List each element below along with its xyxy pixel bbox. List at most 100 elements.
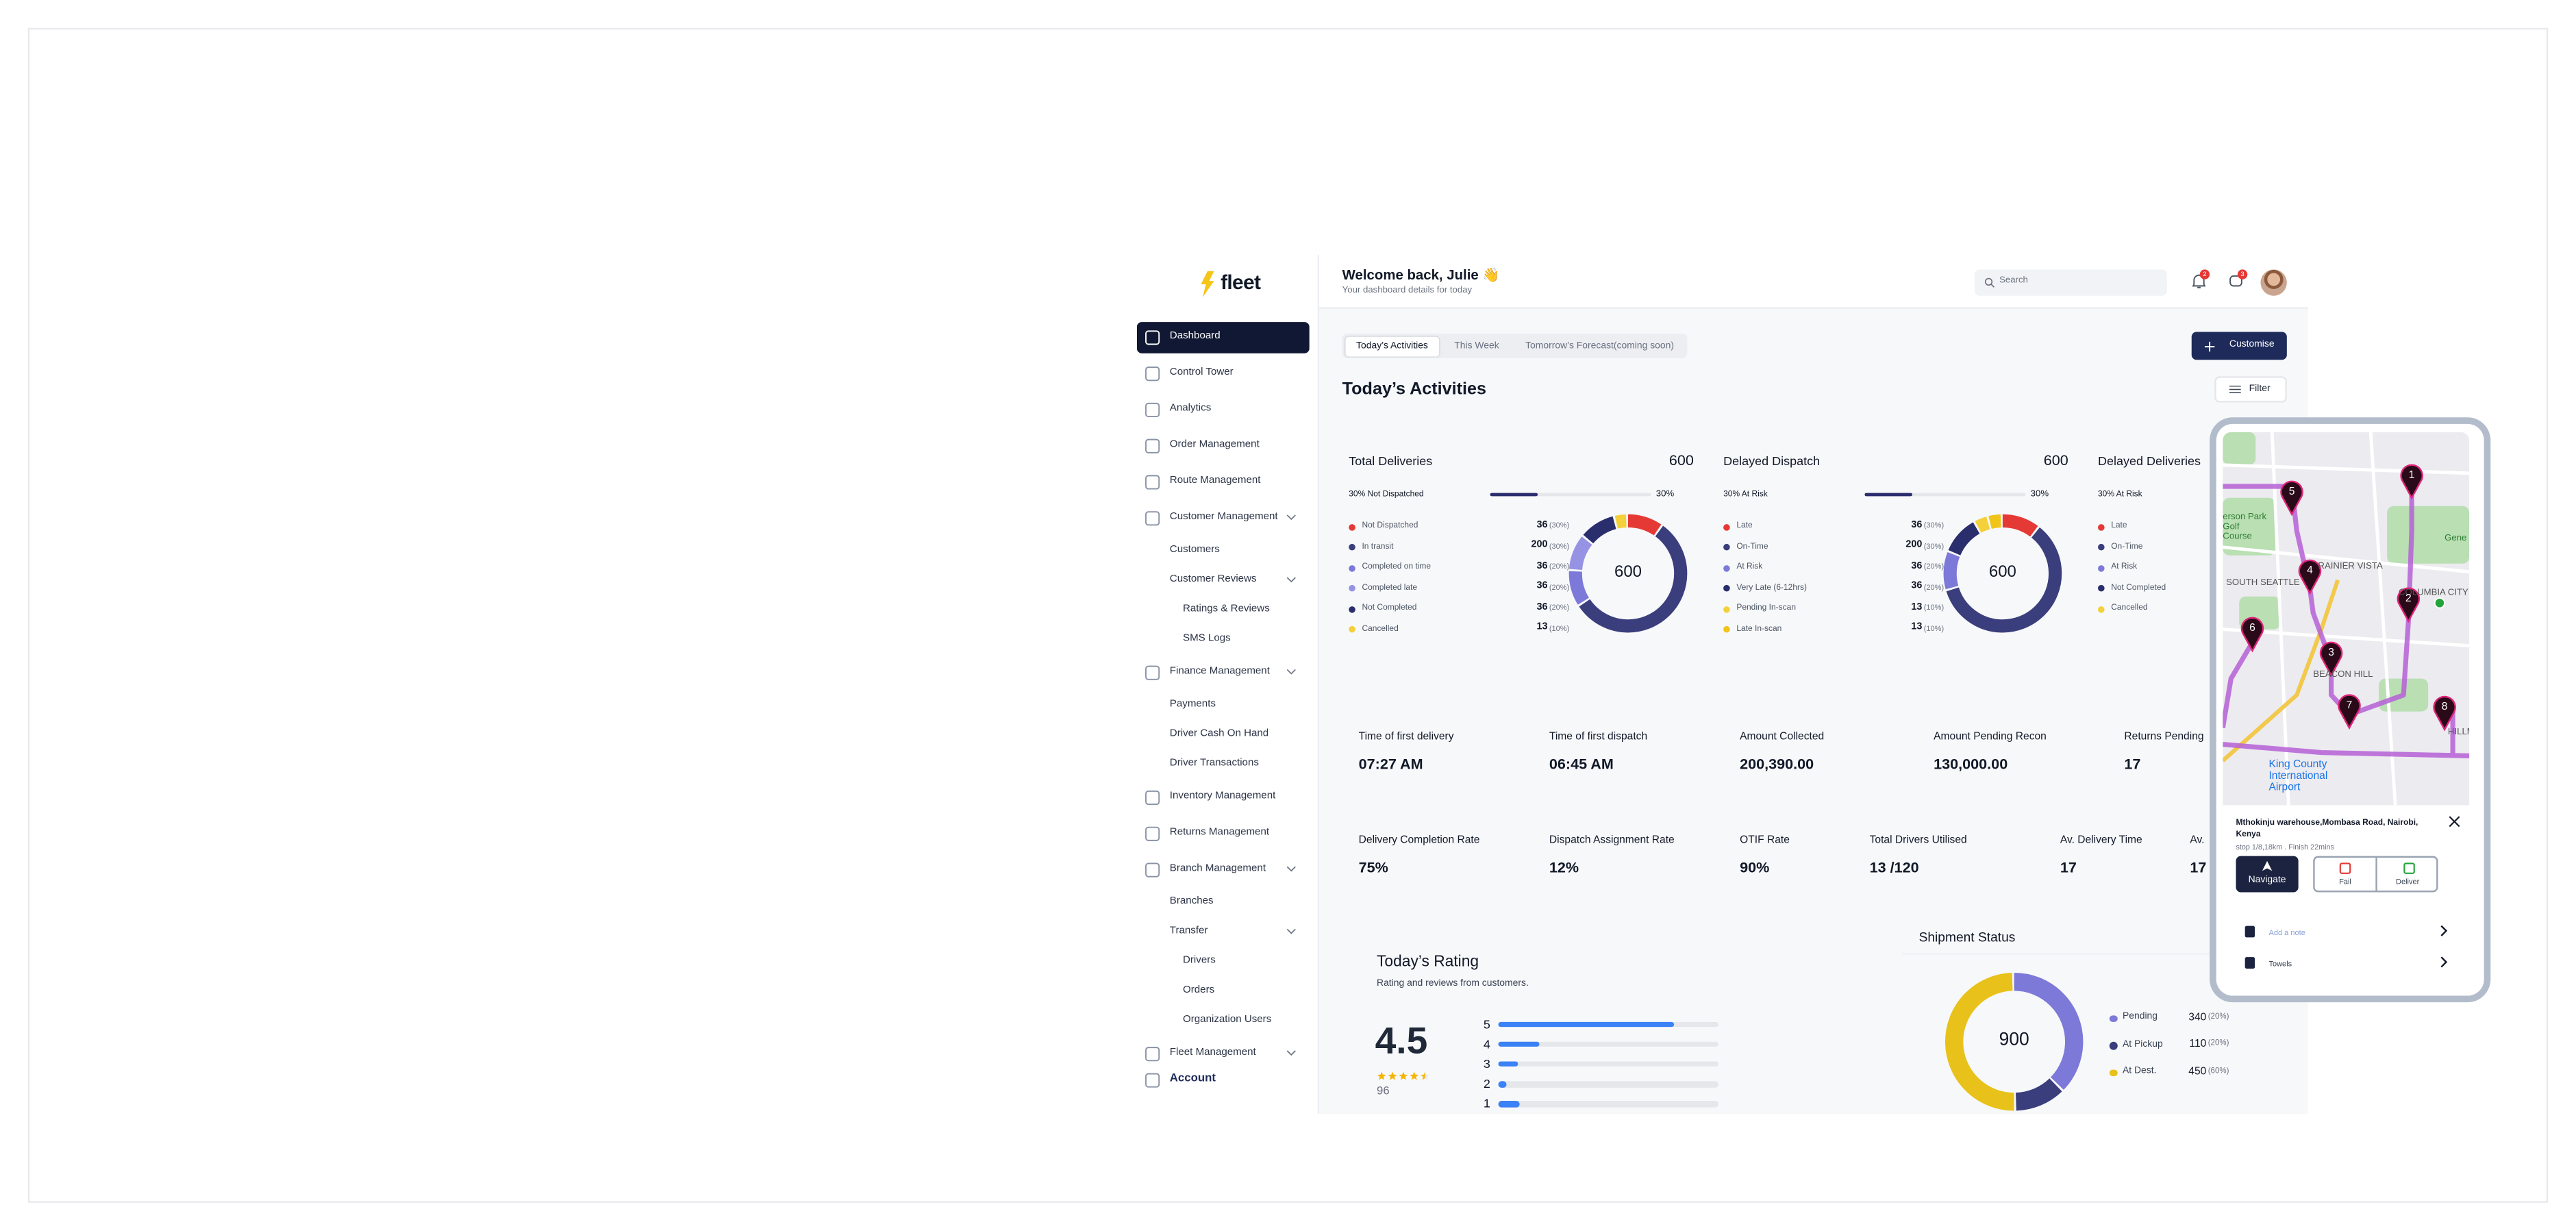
map-label: SOUTH SEATTLE	[2226, 578, 2300, 588]
map-pin	[2397, 587, 2421, 623]
legend-value: 13	[1536, 623, 1548, 633]
navigate-icon	[2262, 860, 2273, 871]
legend-name: Cancelled	[2111, 603, 2148, 613]
progress-label: 30% At Risk	[1723, 489, 1768, 500]
legend-share: (20%)	[1923, 562, 1944, 571]
stat-value: 06:45 AM	[1549, 756, 1614, 773]
star	[1410, 1071, 1419, 1080]
nav-label: Branch Management	[1169, 862, 1266, 875]
legend-name: On-Time	[2111, 541, 2143, 551]
search-icon	[1984, 277, 1995, 288]
progress-fill	[1864, 493, 1913, 497]
nav-label: Customer Management	[1169, 510, 1278, 523]
legend-dot	[2109, 1069, 2117, 1077]
sidebar: fleet Dashboard Control Tower Analytics Orde…	[1136, 254, 1320, 1115]
bell-icon	[2192, 274, 2206, 288]
stat-label: Total Drivers Utilised	[1869, 834, 1967, 847]
nav-item[interactable]	[1137, 690, 1310, 719]
legend-share: (30%)	[1549, 521, 1570, 530]
rating-level: 3	[1483, 1056, 1490, 1071]
item-icon	[2244, 925, 2255, 938]
legend-value: 36	[1536, 561, 1548, 571]
stat-value: 17	[2190, 859, 2207, 876]
tab[interactable]: Today’s Activities	[1345, 336, 1440, 356]
nav-item[interactable]	[1137, 976, 1310, 1006]
item-icon-shape	[2244, 957, 2255, 969]
star	[1388, 1071, 1397, 1080]
close-shape	[2449, 816, 2460, 828]
divider	[1902, 953, 2266, 955]
legend-dot	[2098, 605, 2105, 612]
review-count: 96	[1377, 1086, 1390, 1098]
tab[interactable]: This Week	[1454, 340, 1499, 351]
section-title: Today’s Activities	[1342, 380, 1487, 399]
road	[2223, 545, 2470, 574]
map-label: BEACON HILL	[2313, 670, 2373, 681]
park	[2223, 432, 2256, 465]
notification-badge: 3	[2237, 269, 2248, 279]
legend-name: Late	[1736, 521, 1753, 531]
nav-icon	[1145, 1072, 1160, 1087]
nav-item[interactable]	[1136, 321, 1310, 353]
search-box[interactable]	[1975, 269, 2167, 296]
road	[2223, 463, 2470, 475]
close-icon	[2449, 816, 2460, 828]
road	[2223, 627, 2470, 648]
legend-share: (10%)	[1923, 603, 1944, 612]
stat-label: Delivery Completion Rate	[1358, 834, 1480, 847]
nav-label: Dashboard	[1169, 330, 1221, 342]
legend-dot	[1349, 523, 1355, 530]
deliver-button[interactable]: Deliver	[2395, 877, 2420, 886]
progress-value: 30%	[2030, 489, 2049, 500]
road	[2270, 432, 2290, 806]
nav-icon	[1145, 510, 1160, 525]
stat-label: OTIF Rate	[1740, 834, 1790, 847]
item-icon	[2244, 957, 2255, 969]
nav-item[interactable]	[1137, 536, 1310, 565]
filter-button[interactable]: Filter	[2214, 376, 2287, 403]
rating-level: 4	[1483, 1036, 1490, 1052]
dashboard: fleet Dashboard Control Tower Analytics Orde…	[1136, 254, 2309, 1115]
stat-card: Av. Delivery Time 17	[2044, 817, 2158, 897]
list-item[interactable]: Add a note	[2268, 928, 2305, 936]
frame	[27, 27, 2549, 1203]
nav-item[interactable]	[1137, 887, 1310, 917]
tab[interactable]: Tomorrow’s Forecast(coming soon)	[1525, 340, 1674, 351]
caret-shape	[1286, 669, 1296, 675]
nav-label: Drivers	[1182, 954, 1216, 967]
action-group	[2313, 856, 2438, 893]
legend-share: (20%)	[2208, 1012, 2229, 1021]
rating-stars	[1377, 1071, 1429, 1080]
account-link[interactable]: Account	[1169, 1073, 1216, 1085]
box-shape	[2339, 862, 2351, 874]
legend-name: Completed late	[1362, 582, 1418, 593]
avatar[interactable]	[2260, 269, 2287, 296]
nav-icon	[1145, 474, 1160, 489]
legend-name: Late	[2111, 521, 2127, 531]
caret	[1286, 928, 1296, 934]
nav-item[interactable]	[1137, 393, 1310, 425]
map-pin	[2400, 464, 2423, 500]
nav-icon	[1145, 664, 1160, 680]
donut-center: 600	[1614, 563, 1642, 582]
plus-icon	[2204, 340, 2215, 351]
legend-share: (20%)	[2208, 1040, 2229, 1049]
nav-label: Control Tower	[1169, 366, 1234, 378]
chat-icon	[2229, 275, 2242, 287]
nav-item[interactable]	[1137, 917, 1310, 946]
legend-name: Not Completed	[1362, 603, 1417, 613]
subtitle: Your dashboard details for today	[1342, 286, 1473, 296]
list-item[interactable]: Towels	[2268, 958, 2292, 967]
fail-button[interactable]: Fail	[2339, 877, 2351, 886]
stat-card: Delivery Completion Rate 75%	[1342, 817, 1516, 897]
map-drawing	[2223, 432, 2470, 806]
card-title: Delayed Dispatch	[1723, 453, 1821, 469]
rating-score: 4.5	[1375, 1019, 1428, 1062]
card-title: Delayed Deliveries	[2098, 453, 2201, 469]
stat-card: Time of first dispatch 06:45 AM	[1533, 713, 1707, 795]
filter-shape	[2229, 385, 2241, 393]
nav-item[interactable]	[1137, 947, 1310, 976]
chevron	[2440, 956, 2448, 968]
legend-share: (60%)	[2208, 1067, 2229, 1075]
legend-value: 36	[1911, 582, 1923, 592]
